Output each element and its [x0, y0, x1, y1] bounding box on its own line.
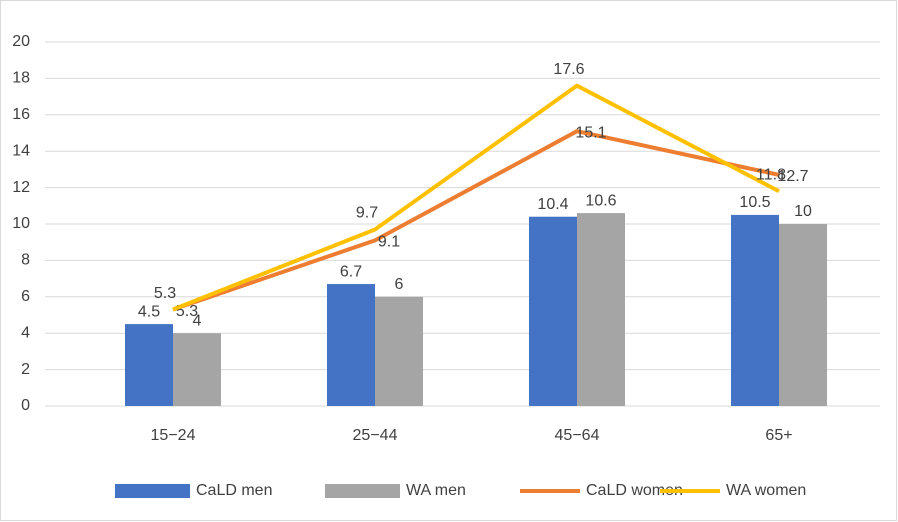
legend-swatch	[115, 484, 190, 498]
data-label: 12.7	[777, 168, 808, 185]
bar	[327, 284, 375, 406]
bar	[779, 224, 827, 406]
data-label: 9.7	[356, 205, 378, 222]
legend-swatch	[325, 484, 400, 498]
y-tick-label: 2	[21, 361, 30, 378]
data-label: 9.1	[378, 234, 400, 251]
bar	[173, 333, 221, 406]
y-tick-label: 10	[12, 215, 30, 232]
x-tick-label: 15−24	[151, 427, 196, 444]
y-tick-label: 8	[21, 252, 30, 269]
x-tick-label: 25−44	[353, 427, 398, 444]
data-label: 15.1	[575, 124, 606, 141]
legend-label: WA men	[406, 482, 466, 499]
data-label: 10.5	[739, 194, 770, 211]
bar	[731, 214, 779, 406]
bar	[529, 216, 577, 406]
data-label: 6.7	[340, 263, 362, 280]
x-tick-label: 65+	[765, 427, 792, 444]
y-tick-label: 18	[12, 70, 30, 87]
bar	[125, 324, 173, 406]
y-tick-label: 12	[12, 179, 30, 196]
data-label: 4.5	[138, 303, 160, 320]
legend-label: CaLD men	[196, 482, 272, 499]
data-label: 6	[395, 276, 404, 293]
data-label: 10	[794, 203, 812, 220]
y-tick-label: 4	[21, 324, 30, 341]
legend-label: WA women	[726, 482, 806, 499]
data-label: 17.6	[553, 61, 584, 78]
data-label: 10.6	[585, 192, 616, 209]
y-tick-label: 6	[21, 288, 30, 305]
data-label: 11.8	[756, 166, 786, 183]
y-tick-label: 16	[12, 106, 30, 123]
bar	[577, 213, 625, 406]
line	[172, 129, 780, 312]
bar	[375, 296, 423, 406]
legend-label: CaLD women	[586, 482, 683, 499]
data-label: 5.3	[154, 285, 176, 302]
y-tick-label: 0	[21, 397, 30, 414]
y-tick-label: 20	[12, 33, 30, 50]
data-label: 10.4	[537, 196, 568, 213]
data-label: 4	[193, 312, 202, 329]
line	[172, 83, 780, 312]
x-tick-label: 45−64	[555, 427, 600, 444]
y-tick-label: 14	[12, 142, 30, 159]
